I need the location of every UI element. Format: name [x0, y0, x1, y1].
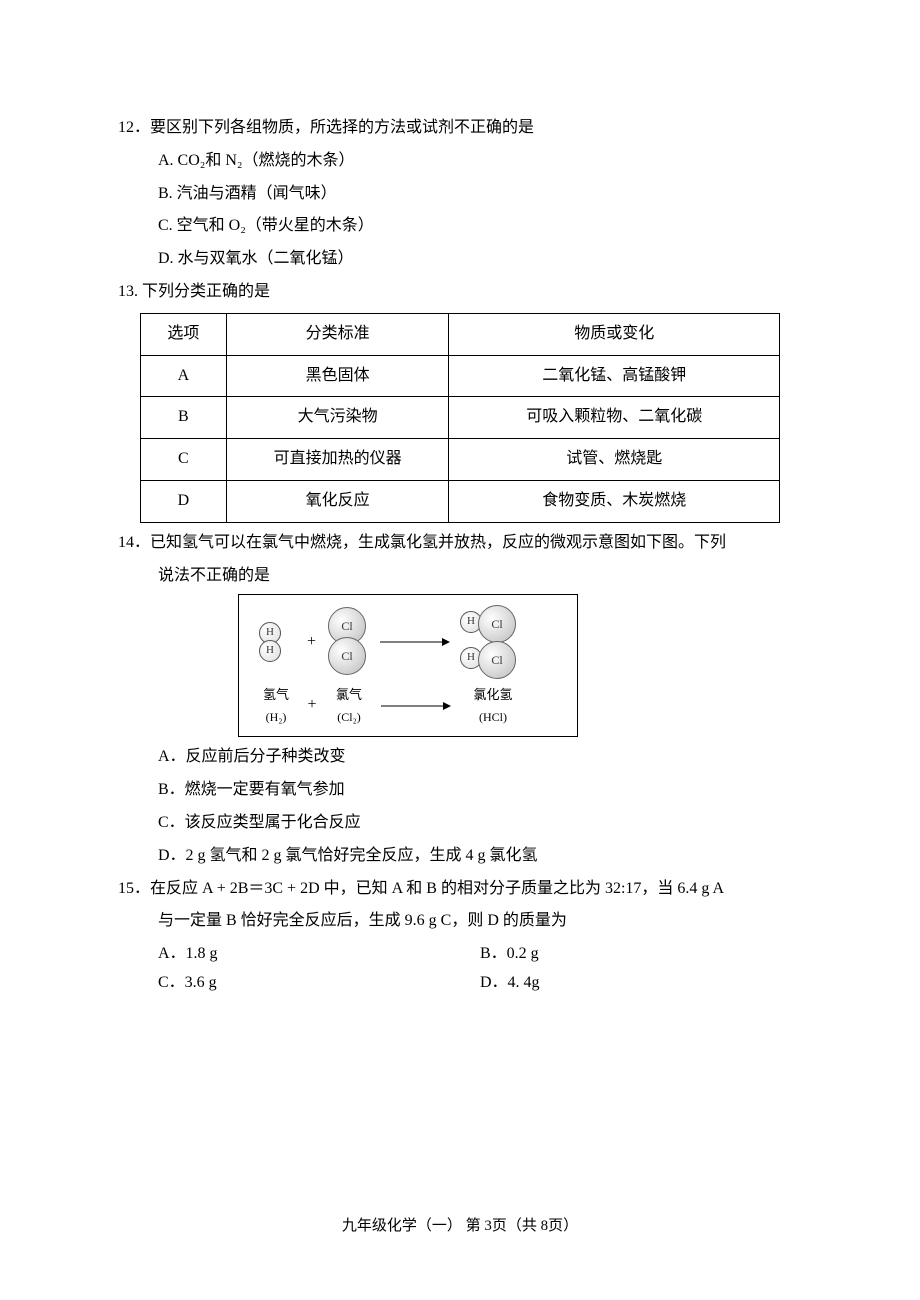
q13-h1: 选项	[141, 313, 227, 355]
q15-stem-line2: 与一定量 B 恰好完全反应后，生成 9.6 g C，则 D 的质量为	[118, 907, 802, 936]
table-row: A 黑色固体 二氧化锰、高锰酸钾	[141, 355, 780, 397]
q14-number: 14．	[118, 534, 150, 551]
table-row: B 大气污染物 可吸入颗粒物、二氧化碳	[141, 397, 780, 439]
label-cl2-formula: (Cl₂)	[327, 707, 371, 729]
q12-stem-text: 要区别下列各组物质，所选择的方法或试剂不正确的是	[150, 119, 534, 136]
q15-stem-line1: 15．在反应 A + 2B＝3C + 2D 中，已知 A 和 B 的相对分子质量…	[118, 875, 802, 904]
q14-opt-c: C．该反应类型属于化合反应	[118, 809, 802, 838]
q13-d-c2: 氧化反应	[226, 480, 449, 522]
q14-stem1-text: 已知氢气可以在氯气中燃烧，生成氯化氢并放热，反应的微观示意图如下图。下列	[150, 534, 726, 551]
q15-number: 15．	[118, 880, 150, 897]
q13-table: 选项 分类标准 物质或变化 A 黑色固体 二氧化锰、高锰酸钾 B 大气污染物 可…	[140, 313, 780, 523]
q14-stem-line1: 14．已知氢气可以在氯气中燃烧，生成氯化氢并放热，反应的微观示意图如下图。下列	[118, 529, 802, 558]
q13-stem-text: 下列分类正确的是	[142, 283, 270, 300]
atom-cl: Cl	[478, 641, 516, 679]
q13-a-c1: A	[141, 355, 227, 397]
page-footer: 九年级化学（一） 第 3页（共 8页）	[0, 1213, 920, 1240]
q12-opt-a: A. CO₂和 N₂（燃烧的木条）	[118, 147, 802, 176]
label-h2-formula: (H₂)	[255, 707, 297, 729]
q12-opt-c: C. 空气和 O₂（带火星的木条）	[118, 212, 802, 241]
atom-cl: Cl	[328, 637, 366, 675]
q15-opts-row1: A．1.8 g B．0.2 g	[118, 940, 802, 969]
plus-sign: +	[307, 691, 317, 720]
q13-c-c3: 试管、燃烧匙	[449, 439, 780, 481]
atom-cl: Cl	[478, 605, 516, 643]
q13-number: 13.	[118, 283, 138, 300]
q13-a-c2: 黑色固体	[226, 355, 449, 397]
q14-stem2-text: 说法不正确的是	[158, 562, 270, 591]
q13-c-c1: C	[141, 439, 227, 481]
label-hcl-formula: (HCl)	[461, 707, 525, 729]
q13-b-c2: 大气污染物	[226, 397, 449, 439]
h2-molecule-icon: H H	[255, 620, 297, 664]
label-h2-name: 氢气	[263, 687, 289, 702]
q15-opt-a: A．1.8 g	[158, 940, 480, 969]
q15-opt-d: D．4. 4g	[480, 969, 802, 998]
q14-opt-b: B．燃烧一定要有氧气参加	[118, 776, 802, 805]
label-h2: 氢气 (H₂)	[255, 683, 297, 728]
table-row: C 可直接加热的仪器 试管、燃烧匙	[141, 439, 780, 481]
q15-opt-b: B．0.2 g	[480, 940, 802, 969]
q13-d-c1: D	[141, 480, 227, 522]
q14-diagram: H H + Cl Cl H Cl H	[238, 594, 802, 737]
label-cl2-name: 氯气	[336, 687, 362, 702]
q14-opt-d: D．2 g 氢气和 2 g 氯气恰好完全反应，生成 4 g 氯化氢	[118, 842, 802, 871]
page: 12．要区别下列各组物质，所选择的方法或试剂不正确的是 A. CO₂和 N₂（燃…	[0, 0, 920, 1300]
question-13: 13. 下列分类正确的是 选项 分类标准 物质或变化 A 黑色固体 二氧化锰、高…	[118, 278, 802, 523]
diagram-box: H H + Cl Cl H Cl H	[238, 594, 578, 737]
q15-stem1-text: 在反应 A + 2B＝3C + 2D 中，已知 A 和 B 的相对分子质量之比为…	[150, 880, 724, 897]
question-12: 12．要区别下列各组物质，所选择的方法或试剂不正确的是 A. CO₂和 N₂（燃…	[118, 114, 802, 274]
plus-sign: +	[307, 628, 316, 657]
q13-d-c3: 食物变质、木炭燃烧	[449, 480, 780, 522]
q12-number: 12．	[118, 119, 150, 136]
q13-stem: 13. 下列分类正确的是	[118, 278, 802, 307]
atom-h: H	[259, 640, 281, 662]
q12-stem: 12．要区别下列各组物质，所选择的方法或试剂不正确的是	[118, 114, 802, 143]
q13-b-c1: B	[141, 397, 227, 439]
question-14: 14．已知氢气可以在氯气中燃烧，生成氯化氢并放热，反应的微观示意图如下图。下列 …	[118, 529, 802, 871]
arrow-icon	[380, 636, 450, 648]
molecule-row: H H + Cl Cl H Cl H	[255, 607, 561, 677]
q12-opt-d: D. 水与双氧水（二氧化锰）	[118, 245, 802, 274]
label-hcl-name: 氯化氢	[473, 687, 512, 702]
q13-h2: 分类标准	[226, 313, 449, 355]
label-hcl: 氯化氢 (HCl)	[461, 683, 525, 728]
q13-b-c3: 可吸入颗粒物、二氧化碳	[449, 397, 780, 439]
table-row: D 氧化反应 食物变质、木炭燃烧	[141, 480, 780, 522]
q15-opt-c: C．3.6 g	[158, 969, 480, 998]
label-row: 氢气 (H₂) + 氯气 (Cl₂) 氯化氢 (HCl)	[255, 683, 561, 728]
hcl-molecules-icon: H Cl H Cl	[460, 607, 524, 677]
q13-a-c3: 二氧化锰、高锰酸钾	[449, 355, 780, 397]
arrow-icon	[381, 700, 451, 712]
q15-opts-row2: C．3.6 g D．4. 4g	[118, 969, 802, 998]
q14-opt-a: A．反应前后分子种类改变	[118, 743, 802, 772]
question-15: 15．在反应 A + 2B＝3C + 2D 中，已知 A 和 B 的相对分子质量…	[118, 875, 802, 998]
q13-c-c2: 可直接加热的仪器	[226, 439, 449, 481]
q13-h3: 物质或变化	[449, 313, 780, 355]
q12-opt-b: B. 汽油与酒精（闻气味）	[118, 180, 802, 209]
table-row: 选项 分类标准 物质或变化	[141, 313, 780, 355]
cl2-molecule-icon: Cl Cl	[326, 607, 370, 677]
label-cl2: 氯气 (Cl₂)	[327, 683, 371, 728]
